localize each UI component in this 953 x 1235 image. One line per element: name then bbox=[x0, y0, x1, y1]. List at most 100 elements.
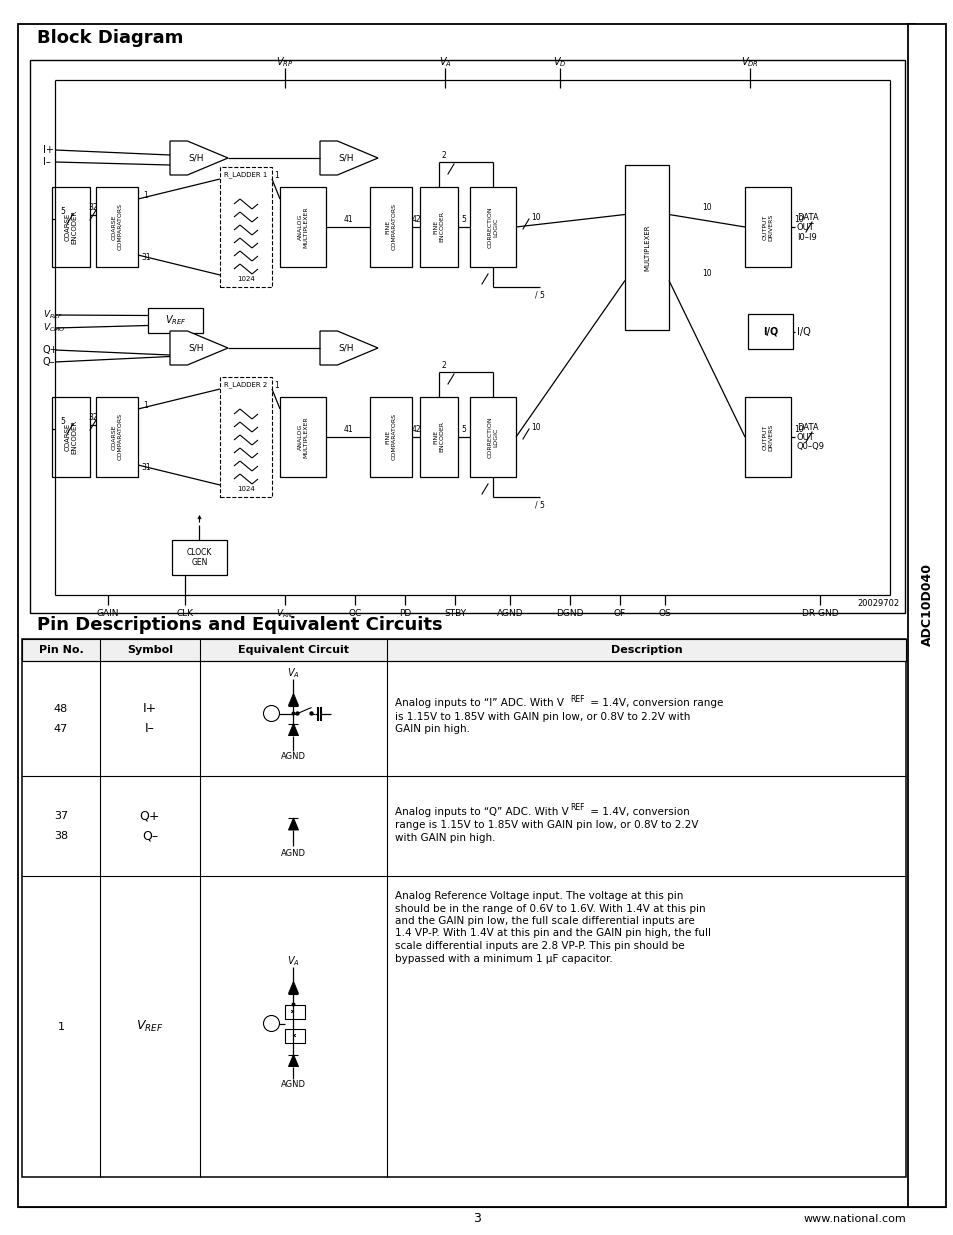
Text: 32: 32 bbox=[88, 414, 98, 422]
Bar bbox=[419, 396, 457, 477]
Polygon shape bbox=[288, 1055, 298, 1067]
Text: Analog Reference Voltage input. The voltage at this pin: Analog Reference Voltage input. The volt… bbox=[395, 890, 682, 902]
Text: REF: REF bbox=[569, 803, 584, 811]
Text: OF: OF bbox=[614, 610, 625, 619]
Text: $V_{REF}$: $V_{REF}$ bbox=[136, 1019, 164, 1034]
Text: with GAIN pin high.: with GAIN pin high. bbox=[395, 832, 495, 844]
Circle shape bbox=[295, 713, 298, 715]
Text: DGND: DGND bbox=[556, 610, 583, 619]
Text: S/H: S/H bbox=[188, 343, 204, 352]
Text: Pin Descriptions and Equivalent Circuits: Pin Descriptions and Equivalent Circuits bbox=[37, 616, 442, 634]
Text: Analog inputs to “Q” ADC. With V: Analog inputs to “Q” ADC. With V bbox=[395, 806, 568, 818]
Bar bbox=[96, 186, 138, 267]
Text: PD: PD bbox=[398, 610, 411, 619]
Text: $V_{REF}$: $V_{REF}$ bbox=[165, 314, 186, 327]
Circle shape bbox=[292, 711, 295, 715]
Text: OUTPUT
DRIVERS: OUTPUT DRIVERS bbox=[761, 214, 773, 241]
Polygon shape bbox=[288, 818, 298, 830]
Text: 2: 2 bbox=[441, 151, 446, 159]
Text: 42: 42 bbox=[411, 215, 420, 225]
Bar bbox=[220, 377, 272, 496]
Text: 38: 38 bbox=[54, 831, 68, 841]
Text: 10: 10 bbox=[531, 212, 540, 221]
Text: Block Diagram: Block Diagram bbox=[37, 28, 183, 47]
Bar bbox=[280, 186, 326, 267]
Bar bbox=[285, 1004, 305, 1019]
Polygon shape bbox=[288, 694, 298, 705]
Text: 1: 1 bbox=[274, 382, 279, 390]
Text: 1024: 1024 bbox=[237, 275, 254, 282]
Text: S/H: S/H bbox=[188, 153, 204, 163]
Text: AGND: AGND bbox=[497, 610, 523, 619]
Text: / 5: / 5 bbox=[535, 500, 544, 510]
Text: AGND: AGND bbox=[281, 848, 306, 857]
Text: should be in the range of 0.6V to 1.6V. With 1.4V at this pin: should be in the range of 0.6V to 1.6V. … bbox=[395, 904, 705, 914]
Text: AGND: AGND bbox=[281, 752, 306, 761]
Text: COARSE
ENCODER: COARSE ENCODER bbox=[65, 420, 77, 454]
Text: Analog inputs to “I” ADC. With V: Analog inputs to “I” ADC. With V bbox=[395, 699, 563, 709]
Text: 31: 31 bbox=[141, 253, 151, 262]
Bar bbox=[30, 61, 904, 613]
Text: 10: 10 bbox=[701, 203, 711, 212]
Text: 1.4 VP-P. With 1.4V at this pin and the GAIN pin high, the full: 1.4 VP-P. With 1.4V at this pin and the … bbox=[395, 929, 710, 939]
Text: $V_A$: $V_A$ bbox=[287, 955, 299, 968]
Bar bbox=[470, 186, 516, 267]
Text: I+: I+ bbox=[43, 144, 53, 156]
Text: OUT: OUT bbox=[796, 432, 814, 441]
Circle shape bbox=[310, 713, 313, 715]
Text: 31: 31 bbox=[141, 463, 151, 472]
Bar bbox=[148, 308, 203, 333]
Text: 3: 3 bbox=[473, 1213, 480, 1225]
Bar bbox=[172, 540, 227, 576]
Text: 5: 5 bbox=[60, 417, 66, 426]
Text: ANALOG
MULTIPLEXER: ANALOG MULTIPLEXER bbox=[297, 416, 308, 458]
Text: OC: OC bbox=[348, 610, 361, 619]
Text: OUTPUT
DRIVERS: OUTPUT DRIVERS bbox=[761, 424, 773, 451]
Text: R_LADDER 1: R_LADDER 1 bbox=[224, 172, 268, 178]
Text: GAIN pin high.: GAIN pin high. bbox=[395, 725, 470, 735]
Text: 42: 42 bbox=[411, 426, 420, 435]
Text: I/Q: I/Q bbox=[762, 326, 778, 336]
Text: ANALOG
MULTIPLEXER: ANALOG MULTIPLEXER bbox=[297, 206, 308, 248]
Bar bbox=[744, 186, 790, 267]
Text: $V_A$: $V_A$ bbox=[287, 667, 299, 680]
Text: REF: REF bbox=[569, 694, 584, 704]
Text: I+: I+ bbox=[143, 701, 157, 715]
Text: 1: 1 bbox=[144, 400, 149, 410]
Text: Q+: Q+ bbox=[43, 345, 58, 354]
Text: FINE
COMPARATORS: FINE COMPARATORS bbox=[385, 204, 396, 251]
Bar bbox=[52, 186, 90, 267]
Text: 48: 48 bbox=[53, 704, 68, 714]
Text: 10: 10 bbox=[531, 422, 540, 431]
Bar bbox=[744, 396, 790, 477]
Text: I–: I– bbox=[43, 157, 51, 167]
Text: R_LADDER 2: R_LADDER 2 bbox=[224, 382, 268, 388]
Text: 5: 5 bbox=[461, 215, 466, 225]
Text: CORRECTION
LOGIC: CORRECTION LOGIC bbox=[487, 416, 497, 458]
Text: DR GND: DR GND bbox=[801, 610, 838, 619]
Text: DATA: DATA bbox=[796, 212, 818, 221]
Text: AGND: AGND bbox=[281, 1079, 306, 1089]
Bar bbox=[285, 1029, 305, 1042]
Text: Equivalent Circuit: Equivalent Circuit bbox=[237, 645, 349, 655]
Text: = 1.4V, conversion range: = 1.4V, conversion range bbox=[586, 699, 722, 709]
Text: COARSE
ENCODER: COARSE ENCODER bbox=[65, 210, 77, 245]
Text: I–: I– bbox=[145, 722, 154, 735]
Text: 1: 1 bbox=[274, 172, 279, 180]
Text: S/H: S/H bbox=[338, 343, 354, 352]
Text: STBY: STBY bbox=[443, 610, 466, 619]
Circle shape bbox=[263, 705, 279, 721]
Text: CORRECTION
LOGIC: CORRECTION LOGIC bbox=[487, 206, 497, 248]
Bar bbox=[470, 396, 516, 477]
Text: S/H: S/H bbox=[338, 153, 354, 163]
Text: $V_D$: $V_D$ bbox=[553, 56, 566, 69]
Polygon shape bbox=[170, 141, 228, 175]
Circle shape bbox=[263, 1015, 279, 1031]
Bar bbox=[52, 396, 90, 477]
Text: $V_{RN}$: $V_{RN}$ bbox=[276, 608, 294, 620]
Text: 10: 10 bbox=[793, 426, 803, 435]
Bar bbox=[370, 186, 412, 267]
Bar bbox=[419, 186, 457, 267]
Text: Q–: Q– bbox=[142, 830, 158, 842]
Text: COARSE
COMPARATORS: COARSE COMPARATORS bbox=[112, 414, 122, 461]
